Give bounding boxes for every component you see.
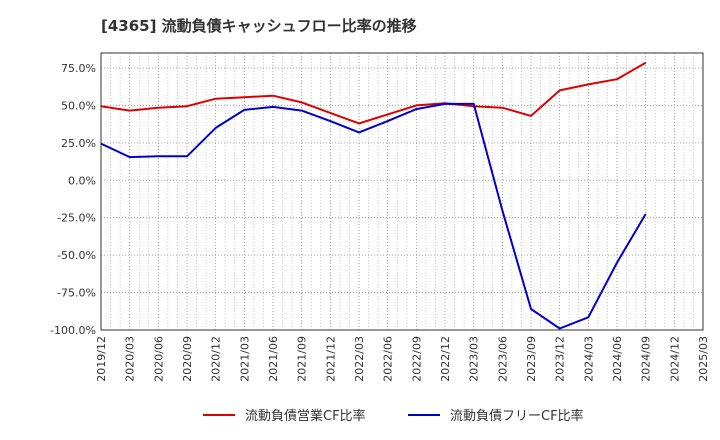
series-line-free-cf [100,102,647,330]
x-tick-label: 2020/03 [124,336,137,382]
x-tick-label: 2020/09 [181,336,194,382]
x-tick-label: 2021/12 [324,336,337,382]
legend: 流動負債営業CF比率 流動負債フリーCF比率 [203,408,584,424]
chart-title: [4365] 流動負債キャッシュフロー比率の推移 [101,17,417,35]
x-tick-label: 2024/06 [611,336,624,382]
x-tick-label: 2020/12 [210,336,223,382]
grid [100,53,704,331]
y-tick-label: -50.0% [57,249,96,262]
y-tick-label: -75.0% [57,287,96,300]
x-tick-label: 2022/09 [410,336,423,382]
series-line-operating-cf [100,61,647,125]
x-tick-label: 2022/03 [353,336,366,382]
x-tick-label: 2023/06 [496,336,509,382]
x-tick-label: 2020/06 [152,336,165,382]
x-tick-label: 2024/09 [640,336,653,382]
x-tick-label: 2022/12 [439,336,452,382]
x-tick-label: 2023/09 [525,336,538,382]
x-tick-label: 2023/12 [554,336,567,382]
x-tick-label: 2019/12 [95,336,108,382]
plot-area [100,52,704,331]
y-tick-label: 50.0% [61,99,96,112]
x-tick-label: 2024/03 [582,336,595,382]
y-tick-label: 0.0% [68,174,96,187]
x-tick-label: 2021/03 [238,336,251,382]
x-tick-label: 2024/12 [668,336,681,382]
x-tick-label: 2021/09 [296,336,309,382]
x-tick-label: 2022/06 [382,336,395,382]
legend-label-operating-cf: 流動負債営業CF比率 [245,408,366,424]
series-lines [100,61,647,330]
x-axis: 2019/12 2020/03 2020/06 2020/09 2020/12 2021/… [95,336,710,382]
y-tick-label: -100.0% [50,324,96,337]
y-tick-label: 25.0% [61,137,96,150]
x-tick-label: 2025/03 [697,336,710,382]
y-tick-label: 75.0% [61,62,96,75]
legend-label-free-cf: 流動負債フリーCF比率 [450,408,584,424]
x-tick-label: 2023/03 [468,336,481,382]
y-tick-label: -25.0% [57,212,96,225]
y-axis: 75.0% 50.0% 25.0% 0.0% -25.0% -50.0% -75.0% -10… [50,62,96,337]
x-tick-label: 2021/06 [267,336,280,382]
